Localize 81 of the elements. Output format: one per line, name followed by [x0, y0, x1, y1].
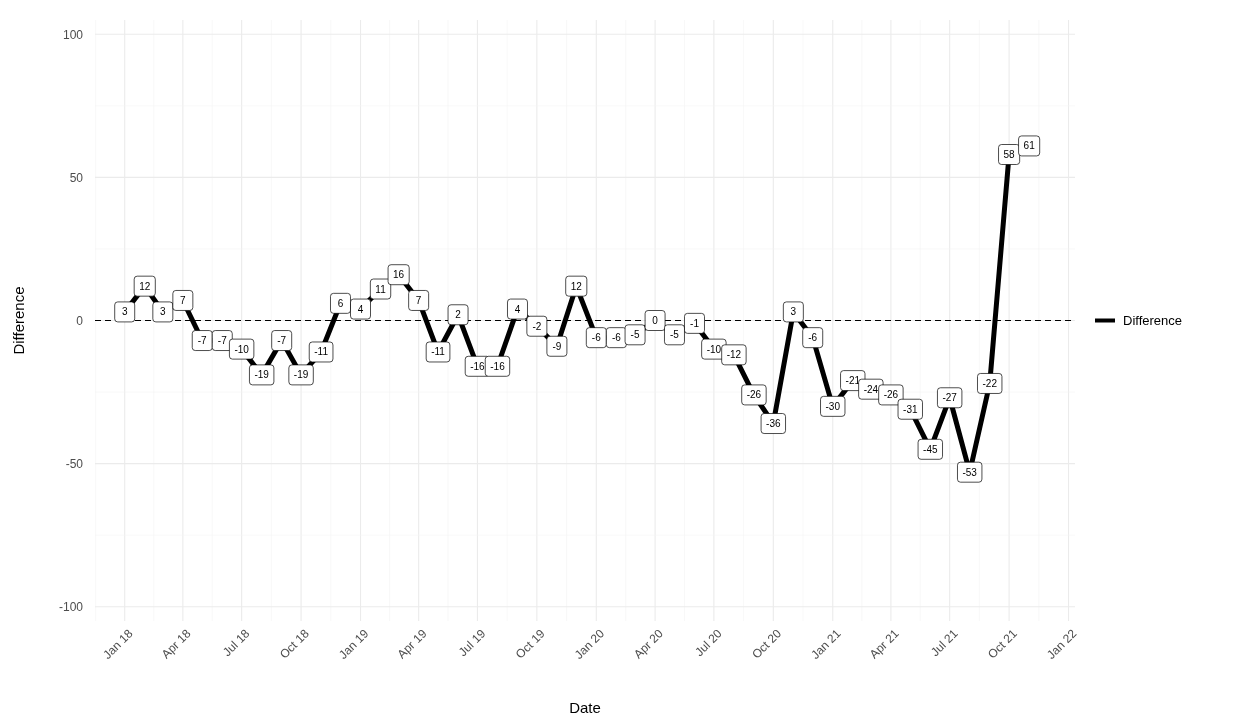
data-label: -9	[552, 340, 562, 352]
data-label: -16	[470, 360, 486, 372]
data-label: -11	[431, 346, 446, 358]
x-tick-label: Jul 19	[455, 626, 489, 660]
data-label: 58	[1003, 149, 1016, 161]
legend-label: Difference	[1123, 313, 1183, 329]
x-tick-label: Jan 22	[1043, 626, 1080, 662]
data-label: -27	[942, 392, 958, 404]
point	[350, 298, 371, 320]
data-label: -6	[808, 332, 818, 344]
x-tick-label: Apr 19	[394, 626, 430, 662]
data-label: -1	[690, 317, 700, 329]
data-label: -19	[293, 369, 309, 381]
y-axis-title: Difference	[10, 286, 27, 355]
data-label: -22	[982, 377, 998, 389]
x-tick-label: Jan 19	[335, 626, 372, 662]
data-label: -45	[923, 443, 938, 455]
data-label: -6	[611, 332, 622, 344]
x-tick-label: Jul 20	[692, 626, 725, 660]
y-tick-label: -100	[58, 600, 84, 615]
x-tick-label: Oct 20	[749, 626, 785, 662]
data-label: 61	[1023, 140, 1036, 152]
data-label: -21	[845, 375, 861, 387]
data-label: -26	[746, 389, 762, 401]
data-label: -53	[962, 466, 978, 478]
point	[408, 290, 429, 311]
data-label: -5	[670, 329, 680, 341]
data-label: 12	[139, 280, 151, 292]
data-label: -11	[314, 346, 329, 358]
data-label: -6	[591, 332, 602, 344]
data-label: -16	[490, 360, 506, 372]
data-label: -2	[532, 320, 542, 332]
point	[782, 301, 804, 323]
data-label: 3	[160, 306, 167, 318]
point	[114, 301, 136, 323]
x-tick-label: Apr 21	[866, 626, 902, 662]
x-tick-label: Oct 19	[512, 626, 548, 662]
x-tick-label: Oct 21	[985, 626, 1021, 662]
data-label: 7	[180, 294, 187, 306]
data-label: -7	[277, 335, 287, 347]
y-tick-label: -50	[65, 456, 84, 471]
data-label: 16	[393, 269, 405, 281]
point	[447, 304, 469, 326]
point	[507, 298, 528, 320]
data-label: -30	[825, 400, 841, 412]
data-label: -10	[234, 343, 250, 355]
point	[330, 292, 351, 314]
x-tick-label: Jan 18	[100, 626, 136, 662]
data-label: -31	[903, 403, 918, 415]
data-label: 6	[337, 297, 344, 309]
point	[172, 290, 194, 311]
data-label: -26	[883, 389, 899, 401]
data-label: -36	[766, 418, 781, 430]
data-label: -7	[197, 335, 208, 347]
data-label: -7	[217, 335, 228, 347]
data-label: 4	[514, 303, 521, 315]
data-label: 0	[652, 315, 659, 326]
data-label: 3	[121, 306, 128, 318]
x-tick-label: Jan 20	[571, 626, 608, 662]
point	[152, 301, 174, 323]
data-label: -5	[630, 329, 640, 341]
data-label: -12	[726, 349, 742, 361]
data-label: 4	[357, 303, 364, 315]
data-label: -24	[863, 383, 879, 395]
x-tick-label: Jul 18	[219, 626, 253, 660]
x-tick-label: Jan 21	[808, 626, 844, 662]
y-tick-label: 0	[76, 313, 84, 328]
data-label: 3	[790, 306, 797, 318]
x-axis-title: Date	[569, 699, 601, 716]
data-label: 7	[415, 294, 422, 306]
y-tick-label: 100	[62, 27, 84, 42]
data-label: -19	[254, 369, 270, 381]
data-label: 12	[570, 280, 583, 292]
x-tick-label: Apr 20	[631, 626, 667, 662]
x-tick-label: Apr 18	[158, 626, 194, 662]
data-label: 11	[375, 283, 387, 295]
data-label: -10	[706, 343, 722, 355]
x-tick-label: Jul 21	[927, 626, 961, 660]
data-label: 2	[455, 309, 462, 321]
y-tick-label: 50	[69, 170, 84, 185]
x-tick-label: Oct 18	[277, 626, 313, 662]
